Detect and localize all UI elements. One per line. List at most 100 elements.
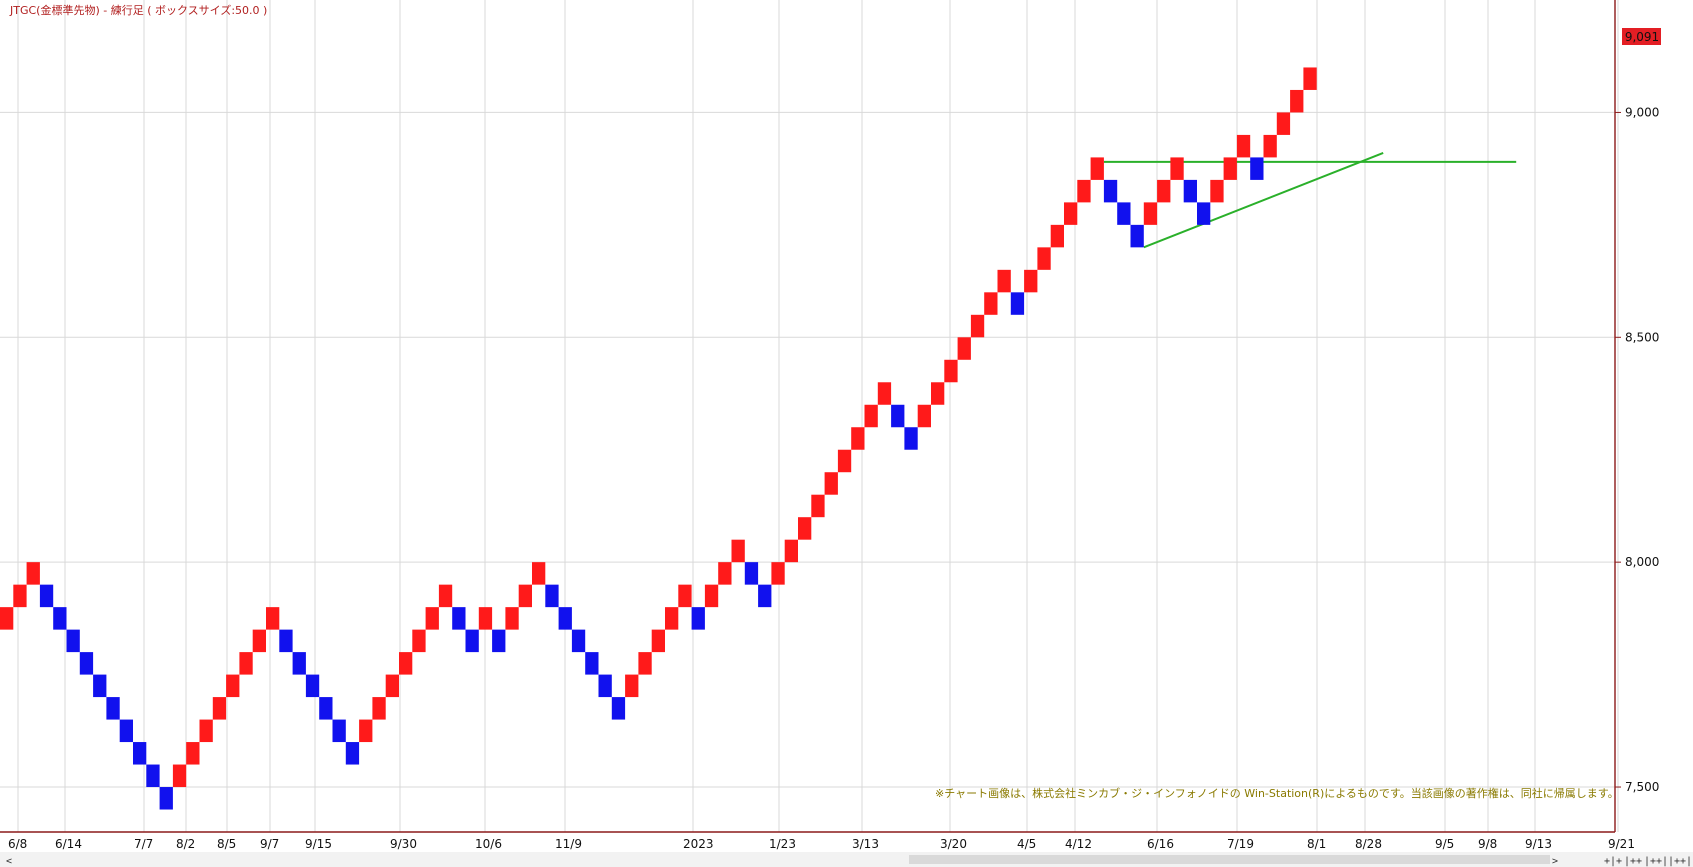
renko-down-brick — [332, 719, 346, 743]
renko-up-brick — [731, 539, 745, 563]
x-tick-label: 1/23 — [769, 837, 796, 851]
renko-down-brick — [611, 697, 626, 720]
renko-up-brick — [385, 674, 399, 698]
renko-up-brick — [425, 607, 439, 630]
renko-down-brick — [39, 584, 54, 608]
reset-view-icon[interactable]: |++| — [1668, 856, 1692, 867]
renko-down-brick — [691, 607, 705, 630]
x-tick-label: 9/15 — [305, 837, 332, 851]
x-tick-label: 9/30 — [390, 837, 417, 851]
renko-up-brick — [399, 652, 413, 675]
bottom-scrollbar[interactable]: < > +|+ |++ |++| |++| — [0, 852, 1693, 867]
copyright-note: ※チャート画像は、株式会社ミンカブ・ジ・インフォノイドの Win-Station… — [935, 786, 1619, 800]
renko-down-brick — [319, 697, 333, 720]
renko-down-brick — [1103, 179, 1118, 203]
renko-up-brick — [784, 539, 798, 563]
renko-down-brick — [744, 562, 759, 585]
renko-up-brick — [266, 607, 280, 630]
x-tick-label: 9/5 — [1435, 837, 1454, 851]
axis-layer: 7,500 8,000 8,500 9,000 6/8 6/14 7/7 8/2 8/5 9/7 9… — [0, 0, 1659, 851]
renko-up-brick — [651, 629, 665, 653]
x-tick-label: 9/21 — [1608, 837, 1635, 851]
renko-down-brick — [492, 629, 506, 653]
x-tick-label: 10/6 — [475, 837, 502, 851]
support-trendline — [1143, 151, 1384, 249]
y-tick-label: 8,000 — [1625, 555, 1659, 569]
scroll-controls[interactable]: +|+ |++ |++| |++| — [1604, 856, 1692, 867]
renko-up-brick — [957, 337, 971, 360]
renko-up-brick — [505, 607, 519, 630]
renko-up-brick — [625, 674, 639, 698]
renko-up-brick — [1223, 157, 1237, 180]
renko-up-brick — [1143, 202, 1158, 225]
x-tick-label: 8/2 — [176, 837, 195, 851]
grid-layer — [0, 0, 1619, 832]
renko-up-brick — [1090, 157, 1104, 180]
fit-icon[interactable]: |++| — [1644, 856, 1668, 867]
zoom-out-icon[interactable]: |++ — [1624, 856, 1642, 867]
renko-down-brick — [1010, 292, 1025, 315]
renko-up-brick — [1050, 224, 1064, 248]
renko-down-brick — [1130, 224, 1144, 248]
renko-up-brick — [917, 404, 931, 428]
renko-up-brick — [851, 427, 865, 450]
renko-up-brick — [212, 697, 227, 720]
renko-down-brick — [66, 629, 80, 653]
renko-up-brick — [13, 584, 27, 608]
renko-up-brick — [1290, 89, 1304, 113]
x-tick-label: 4/12 — [1065, 837, 1092, 851]
renko-up-brick — [665, 607, 679, 630]
x-tick-label: 8/5 — [217, 837, 236, 851]
scroll-left-icon[interactable]: < — [6, 856, 12, 867]
renko-down-brick — [585, 652, 599, 675]
x-tick-label: 6/14 — [55, 837, 82, 851]
x-tick-label: 7/19 — [1227, 837, 1254, 851]
x-tick-label: 9/13 — [1525, 837, 1552, 851]
zoom-in-icon[interactable]: +|+ — [1604, 856, 1622, 867]
y-tick-label: 9,000 — [1625, 105, 1659, 119]
renko-up-brick — [186, 742, 200, 765]
renko-down-brick — [119, 719, 133, 743]
chart-title: JTGC(金標準先物) - 練行足 ( ボックスサイズ:50.0 ) — [9, 3, 267, 17]
renko-up-brick — [1210, 179, 1224, 203]
renko-up-brick — [0, 607, 14, 630]
y-tick-label: 7,500 — [1625, 780, 1659, 794]
renko-up-brick — [771, 562, 785, 585]
renko-up-brick — [970, 314, 985, 338]
x-tick-label: 6/16 — [1147, 837, 1174, 851]
renko-down-brick — [1117, 202, 1131, 225]
renko-up-brick — [252, 629, 266, 653]
renko-down-brick — [93, 674, 107, 698]
renko-up-brick — [26, 562, 40, 585]
scroll-right-icon[interactable]: > — [1552, 856, 1558, 867]
renko-up-brick — [944, 359, 958, 383]
renko-up-brick — [1236, 134, 1251, 158]
renko-down-brick — [146, 764, 160, 788]
x-tick-label: 9/7 — [260, 837, 279, 851]
renko-down-brick — [292, 652, 306, 675]
renko-up-brick — [638, 652, 652, 675]
last-price-box: 9,091 — [1622, 28, 1661, 45]
last-price-label: 9,091 — [1625, 30, 1659, 44]
renko-down-brick — [1183, 179, 1197, 203]
renko-up-brick — [931, 382, 945, 405]
y-tick-label: 8,500 — [1625, 330, 1659, 344]
renko-up-brick — [1037, 247, 1051, 270]
renko-down-brick — [904, 427, 918, 450]
renko-up-brick — [811, 494, 825, 518]
renko-up-brick — [359, 719, 373, 743]
renko-up-brick — [984, 292, 998, 315]
renko-up-brick — [1024, 269, 1038, 293]
renko-down-brick — [571, 629, 586, 653]
x-tick-label: 2023 — [683, 837, 714, 851]
renko-down-brick — [345, 742, 360, 765]
x-tick-label: 8/1 — [1307, 837, 1326, 851]
renko-down-brick — [758, 584, 772, 608]
renko-up-brick — [199, 719, 213, 743]
renko-up-brick — [532, 562, 546, 585]
renko-up-brick — [997, 269, 1011, 293]
renko-down-brick — [1197, 202, 1211, 225]
scroll-thumb[interactable] — [909, 855, 1550, 864]
